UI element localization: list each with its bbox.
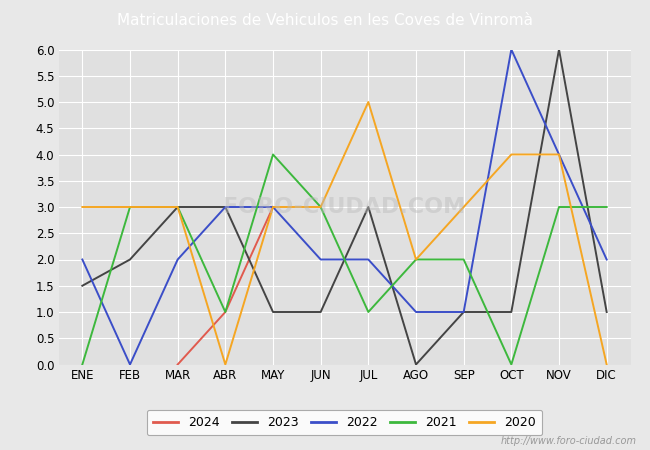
Text: FORO-CIUDAD.COM: FORO-CIUDAD.COM xyxy=(224,197,465,217)
Text: http://www.foro-ciudad.com: http://www.foro-ciudad.com xyxy=(501,436,637,446)
Legend: 2024, 2023, 2022, 2021, 2020: 2024, 2023, 2022, 2021, 2020 xyxy=(147,410,542,436)
Text: Matriculaciones de Vehiculos en les Coves de Vinromà: Matriculaciones de Vehiculos en les Cove… xyxy=(117,13,533,28)
